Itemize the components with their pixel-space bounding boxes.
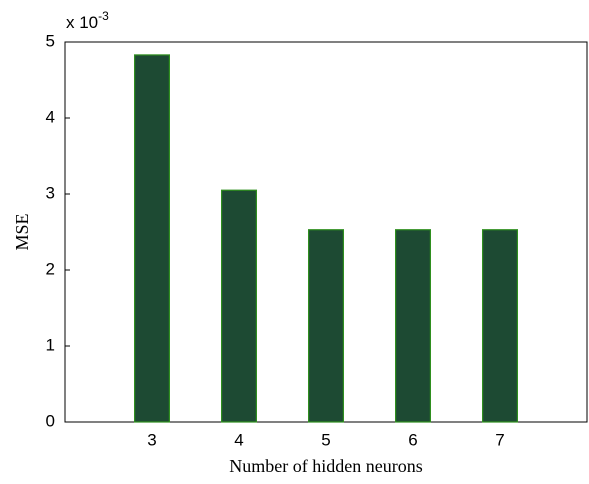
x-tick-label: 3	[147, 430, 156, 449]
y-tick-label: 5	[46, 31, 55, 50]
bar	[395, 229, 432, 423]
y-tick-label: 3	[46, 183, 55, 202]
multiplier-base: x 10	[66, 13, 98, 32]
y-tick-label: 1	[46, 335, 55, 354]
x-tick-label: 4	[234, 430, 243, 449]
y-tick-label: 2	[46, 259, 55, 278]
bar	[482, 229, 519, 423]
x-tick-label: 7	[495, 430, 504, 449]
y-tick-label: 4	[46, 107, 55, 126]
x-tick-label: 6	[408, 430, 417, 449]
x-tick-label: 5	[321, 430, 330, 449]
bar	[134, 54, 171, 423]
multiplier-exponent: -3	[98, 9, 109, 23]
x-axis-label: Number of hidden neurons	[229, 456, 422, 476]
bar	[221, 189, 258, 423]
y-tick-label: 0	[46, 411, 55, 430]
bar	[308, 229, 345, 423]
y-axis-label: MSE	[12, 213, 32, 250]
y-multiplier: x 10-3	[66, 9, 109, 32]
